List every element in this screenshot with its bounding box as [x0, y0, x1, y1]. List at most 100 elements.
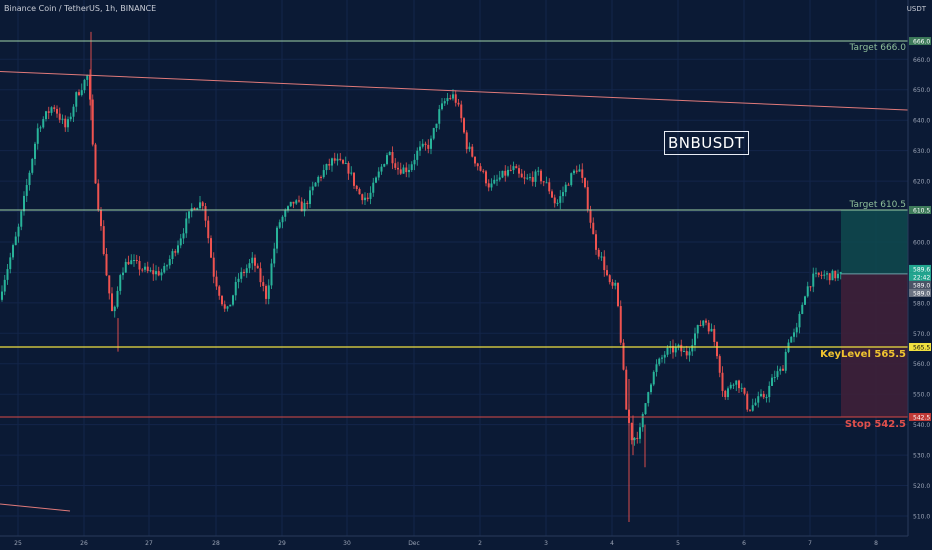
candle-body — [130, 260, 133, 265]
candle-body — [630, 422, 633, 441]
candle-body — [515, 166, 518, 169]
candle-body — [586, 187, 589, 210]
candle-body — [435, 123, 438, 129]
candle-body — [410, 164, 413, 170]
time-tick-label: 27 — [145, 540, 153, 547]
candle-body — [644, 403, 647, 415]
candle-body — [86, 75, 89, 80]
candle-body — [677, 344, 680, 348]
candle-body — [421, 143, 424, 147]
candle-body — [3, 279, 6, 292]
candle-body — [199, 202, 201, 209]
price-tick-label: 520.0 — [913, 483, 930, 490]
candle-body — [339, 158, 342, 161]
candle-body — [743, 387, 746, 394]
candle-body — [416, 150, 419, 160]
candle-body — [31, 158, 34, 173]
candle-body — [520, 173, 523, 178]
candle-body — [551, 191, 553, 198]
trendline[interactable] — [0, 70, 932, 512]
candle-body — [402, 167, 405, 174]
candle-body — [135, 260, 138, 262]
candle-body — [342, 160, 344, 164]
candle-body — [83, 79, 86, 91]
candle-body — [757, 396, 760, 403]
candle-body — [556, 202, 559, 204]
currency-label: USDT — [906, 5, 926, 13]
candle-body — [614, 282, 617, 286]
candle-body — [617, 282, 619, 307]
candle-body — [531, 177, 534, 182]
candle-body — [113, 306, 116, 312]
candle-body — [97, 183, 100, 211]
candle-body — [223, 304, 226, 309]
candle-body — [152, 270, 155, 275]
candle-body — [839, 272, 842, 274]
candle-body — [91, 99, 94, 145]
profit-zone — [841, 210, 908, 274]
time-tick-label: Dec — [408, 540, 420, 547]
symbol-annotation[interactable]: BNBUSDT — [664, 131, 749, 155]
candle-body — [237, 278, 240, 282]
candle-body — [573, 170, 575, 174]
level-lines — [0, 40, 908, 418]
price-tick-label: 650.0 — [913, 87, 930, 94]
time-tick-label: 7 — [808, 540, 812, 547]
candle-body — [636, 437, 639, 439]
candle-body — [336, 158, 339, 161]
candle-body — [559, 196, 562, 203]
candle-body — [149, 270, 152, 272]
time-tick-label: 30 — [343, 540, 351, 547]
candle-body — [801, 304, 804, 314]
candle-body — [476, 163, 479, 167]
candle-body — [212, 257, 215, 277]
candle-body — [28, 172, 31, 186]
candle-body — [526, 177, 529, 179]
candle-body — [718, 356, 721, 373]
candle-body — [457, 102, 460, 105]
candle-body — [383, 164, 386, 167]
candle-body — [837, 273, 839, 279]
candle-body — [823, 274, 826, 276]
current-price-tag — [909, 280, 931, 289]
candle-body — [210, 238, 212, 258]
candle-body — [309, 190, 311, 204]
candle-body — [828, 273, 831, 281]
candle-body — [553, 197, 556, 204]
candle-body — [322, 170, 325, 178]
candle-body — [424, 143, 427, 145]
candle-body — [47, 111, 50, 113]
candle-body — [405, 167, 408, 173]
candle-body — [276, 227, 278, 249]
candle-body — [773, 377, 776, 379]
candle-body — [75, 92, 78, 107]
target_high-price-tag-text: 666.0 — [913, 39, 930, 46]
candle-body — [256, 265, 259, 269]
candle-body — [622, 342, 625, 370]
candle-body — [688, 351, 691, 356]
current-price-tag-text: 589.0 — [913, 282, 930, 289]
candle-body — [487, 183, 490, 188]
candle-body — [567, 184, 570, 186]
candle-body — [611, 282, 614, 286]
candle-body — [67, 119, 69, 128]
price-axis[interactable]: 510.0 520.0 530.0 540.0 550.0 560.0 570.0 580.0… — [907, 0, 932, 550]
candle-body — [265, 286, 267, 299]
candle-body — [364, 197, 366, 201]
candle-body — [262, 282, 265, 287]
time-axis[interactable]: 25 26 27 28 29 30 Dec 2 3 4 5 6 7 8 — [0, 535, 908, 547]
candle-body — [303, 202, 306, 212]
position-zones — [841, 210, 908, 418]
stop-label: Stop 542.5 — [844, 419, 906, 430]
candle-body — [691, 345, 694, 352]
time-tick-label: 3 — [544, 540, 548, 547]
candle-body — [575, 170, 578, 172]
candle-body — [80, 90, 83, 96]
candle-body — [408, 169, 410, 173]
candle-body — [694, 333, 696, 346]
current-price-tag — [909, 272, 931, 281]
candle-body — [185, 218, 188, 234]
candle-body — [776, 371, 779, 378]
time-tick-label: 6 — [742, 540, 746, 547]
